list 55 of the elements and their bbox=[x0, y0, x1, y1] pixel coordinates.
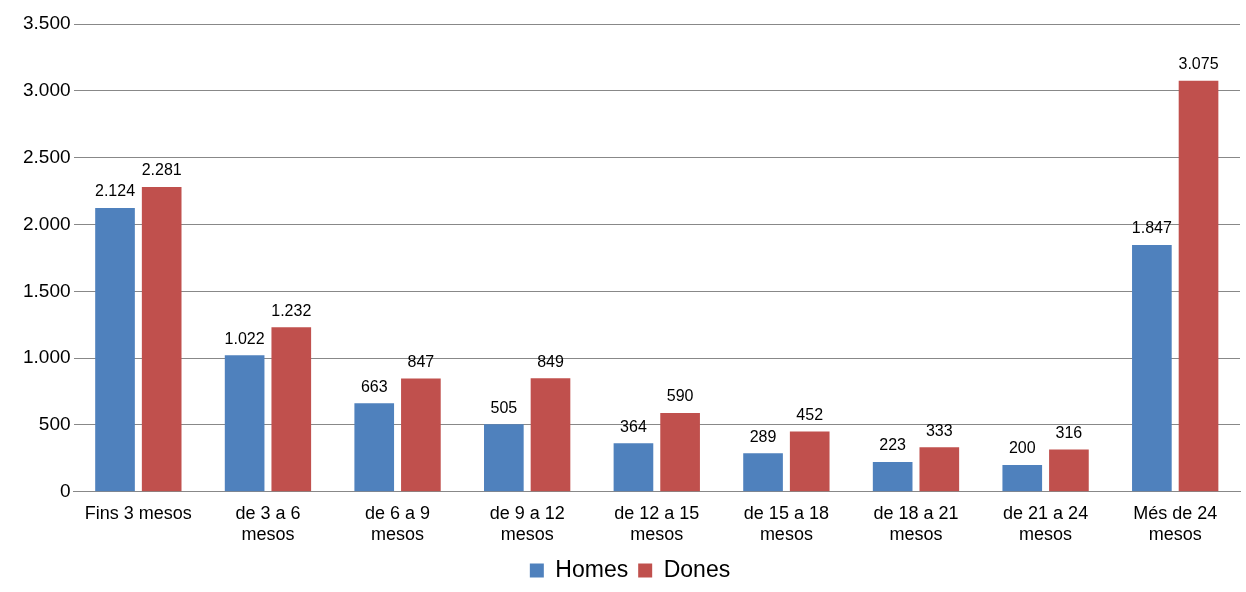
x-tick-label: Fins 3 mesos bbox=[84, 502, 192, 523]
data-label: 316 bbox=[1055, 423, 1083, 441]
bar bbox=[872, 461, 913, 492]
bar bbox=[141, 186, 182, 492]
y-tick-label: 2.000 bbox=[23, 212, 71, 234]
bar bbox=[743, 453, 783, 492]
x-tick-label: de 12 a 15 mesos bbox=[614, 502, 700, 545]
bar bbox=[1132, 244, 1172, 492]
x-tick-label: de 6 a 9 mesos bbox=[365, 502, 431, 545]
data-label: 2.281 bbox=[141, 161, 182, 179]
y-tick-label: 0 bbox=[59, 480, 71, 502]
data-label: 847 bbox=[407, 353, 435, 370]
x-tick-label: Més de 24 mesos bbox=[1133, 502, 1218, 545]
x-tick-label: de 15 a 18 mesos bbox=[743, 502, 829, 545]
bar bbox=[95, 207, 135, 492]
data-label: 364 bbox=[620, 417, 647, 435]
y-tick-label: 3.000 bbox=[23, 79, 71, 101]
bar bbox=[354, 403, 395, 492]
legend-label: Homes bbox=[555, 555, 629, 582]
y-tick-label: 3.500 bbox=[23, 12, 71, 34]
y-tick-label: 1.500 bbox=[23, 279, 71, 301]
bar bbox=[613, 443, 654, 492]
legend-label: Dones bbox=[663, 555, 731, 582]
data-label: 200 bbox=[1008, 439, 1036, 457]
data-label: 452 bbox=[796, 405, 824, 423]
data-label: 2.124 bbox=[95, 182, 136, 200]
bar bbox=[224, 355, 265, 492]
data-label: 505 bbox=[490, 398, 518, 416]
bar bbox=[484, 424, 524, 492]
y-tick-label: 500 bbox=[38, 413, 71, 435]
bar bbox=[1178, 80, 1219, 492]
data-label: 1.022 bbox=[224, 329, 265, 347]
bar bbox=[401, 378, 441, 492]
x-tick-label: de 9 a 12 mesos bbox=[489, 502, 565, 545]
x-tick-label: de 21 a 24 mesos bbox=[1003, 502, 1089, 545]
data-label: 289 bbox=[749, 427, 777, 445]
bar bbox=[271, 327, 312, 492]
data-label: 663 bbox=[360, 377, 388, 395]
x-tick-label: de 18 a 21 mesos bbox=[873, 502, 959, 545]
bar bbox=[789, 431, 830, 492]
data-label: 849 bbox=[537, 352, 564, 370]
bar bbox=[1049, 449, 1089, 492]
data-label: 1.847 bbox=[1131, 219, 1172, 237]
data-label: 223 bbox=[879, 436, 907, 454]
data-label: 1.232 bbox=[271, 301, 312, 319]
y-tick-label: 2.500 bbox=[23, 145, 71, 167]
y-tick-label: 1.000 bbox=[23, 346, 71, 368]
data-label: 333 bbox=[925, 421, 953, 439]
bar bbox=[660, 412, 700, 492]
bar bbox=[919, 447, 960, 492]
bar bbox=[1002, 465, 1043, 492]
bar bbox=[530, 378, 571, 492]
data-label: 3.075 bbox=[1178, 55, 1219, 73]
x-tick-label: de 3 a 6 mesos bbox=[235, 502, 301, 545]
data-label: 590 bbox=[666, 387, 694, 405]
